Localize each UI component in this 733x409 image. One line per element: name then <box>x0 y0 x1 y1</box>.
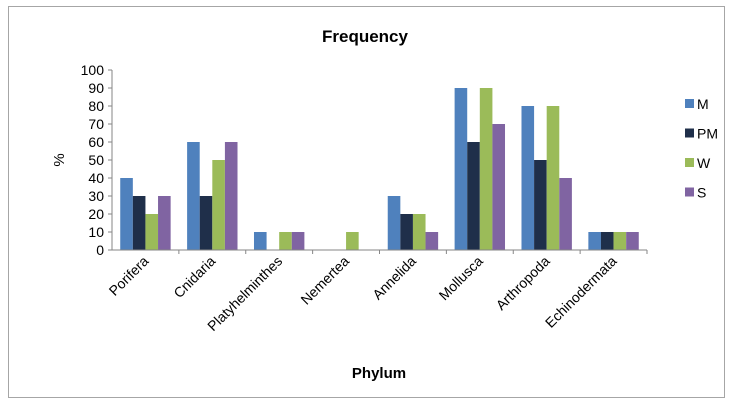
legend-swatch-w <box>685 158 694 167</box>
bar-w-mollusca <box>479 88 493 250</box>
y-tick-label: 10 <box>88 224 104 240</box>
bar-s-porifera <box>158 196 171 250</box>
legend-label-w: W <box>697 155 711 171</box>
y-tick-label: 20 <box>88 206 104 222</box>
bar-w-echinodermata <box>613 232 627 250</box>
bar-m-echinodermata <box>588 232 601 250</box>
bar-m-arthropoda <box>521 106 535 250</box>
legend-swatch-m <box>685 99 694 108</box>
chart-frame <box>8 6 725 398</box>
bar-m-porifera <box>120 178 133 250</box>
legend-label-pm: PM <box>697 126 718 142</box>
legend-swatch-s <box>685 187 694 197</box>
y-tick-label: 40 <box>88 170 104 186</box>
legend: M PM WS <box>685 96 718 201</box>
bar-pm-arthropoda <box>534 160 547 250</box>
y-tick-label: 30 <box>88 188 104 204</box>
bar-w-arthropoda <box>546 106 560 250</box>
chart-title: Frequency <box>322 27 409 46</box>
bar-m-cnidaria <box>187 142 200 250</box>
bar-w-platyhelminthes <box>279 232 292 250</box>
bar-pm-echinodermata <box>600 232 614 250</box>
bar-s-platyhelminthes <box>291 232 305 250</box>
x-axis-label: Phylum <box>352 365 406 382</box>
bar-m-platyhelminthes <box>253 232 267 250</box>
bar-w-cnidaria <box>212 160 225 250</box>
bar-s-echinodermata <box>626 232 639 250</box>
y-tick-label: 0 <box>96 242 104 258</box>
bar-w-annelida <box>412 214 426 250</box>
legend-label-m: M <box>697 96 709 112</box>
bar-pm-porifera <box>132 196 146 250</box>
bar-m-annelida <box>387 196 401 250</box>
legend-swatch-pm <box>685 128 694 138</box>
y-tick-label: 100 <box>81 62 105 78</box>
bar-w-nemertea <box>346 232 359 250</box>
y-axis-label: % <box>51 153 68 166</box>
y-tick-label: 60 <box>88 134 104 150</box>
bar-m-mollusca <box>454 88 468 250</box>
bar-s-arthropoda <box>559 178 572 250</box>
legend-label-s: S <box>697 185 706 201</box>
bar-s-cnidaria <box>224 142 238 250</box>
y-tick-label: 90 <box>88 80 104 96</box>
y-tick-label: 70 <box>88 116 104 132</box>
y-tick-label: 50 <box>88 152 104 168</box>
bar-pm-annelida <box>400 214 413 250</box>
bar-s-mollusca <box>492 124 506 250</box>
y-tick-label: 80 <box>88 98 104 114</box>
bar-pm-cnidaria <box>199 196 213 250</box>
bar-w-porifera <box>145 214 159 250</box>
bar-s-annelida <box>425 232 439 250</box>
bar-pm-mollusca <box>467 142 480 250</box>
